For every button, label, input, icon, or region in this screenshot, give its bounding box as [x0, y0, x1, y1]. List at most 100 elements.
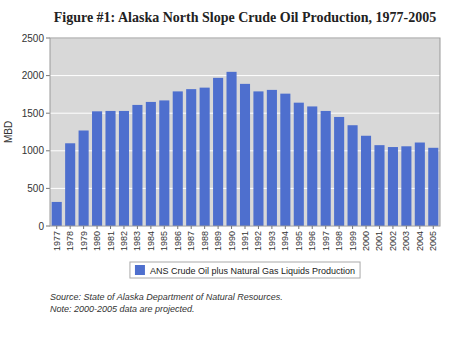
x-tick-label: 1983 — [132, 231, 142, 251]
y-tick — [46, 75, 50, 76]
x-tick — [150, 226, 151, 229]
x-tick — [406, 226, 407, 229]
x-tick — [164, 226, 165, 229]
legend: ANS Crude Oil plus Natural Gas Liquids P… — [130, 262, 360, 278]
x-tick — [204, 226, 205, 229]
x-tick-label: 1987 — [186, 231, 196, 251]
x-tick — [70, 226, 71, 229]
x-tick — [191, 226, 192, 229]
x-tick-label: 2003 — [401, 231, 411, 251]
y-axis-label: MBD — [3, 121, 14, 143]
bar — [200, 88, 210, 226]
x-tick-label: 1986 — [173, 231, 183, 251]
bar — [213, 78, 223, 226]
bar — [307, 106, 317, 226]
chart-container: Figure #1: Alaska North Slope Crude Oil … — [0, 0, 450, 338]
x-tick — [97, 226, 98, 229]
x-tick — [339, 226, 340, 229]
y-tick — [46, 38, 50, 39]
annotations: Source: State of Alaska Department of Na… — [50, 292, 283, 314]
x-tick-label: 1998 — [334, 231, 344, 251]
bar — [321, 111, 331, 226]
bar — [361, 136, 371, 226]
bar — [146, 102, 156, 226]
x-tick — [433, 226, 434, 229]
x-tick — [419, 226, 420, 229]
bar — [105, 111, 115, 226]
bar — [79, 130, 89, 226]
bar — [119, 111, 129, 226]
chart-svg: Figure #1: Alaska North Slope Crude Oil … — [0, 0, 450, 338]
y-tick — [46, 188, 50, 189]
x-tick — [218, 226, 219, 229]
x-tick — [245, 226, 246, 229]
y-tick-label: 1500 — [22, 108, 45, 119]
bar — [280, 94, 290, 226]
bar — [92, 111, 102, 226]
x-tick — [285, 226, 286, 229]
y-tick — [46, 113, 50, 114]
x-tick — [312, 226, 313, 229]
y-tick-label: 0 — [38, 221, 44, 232]
x-tick — [379, 226, 380, 229]
x-tick-label: 1990 — [227, 231, 237, 251]
chart-title: Figure #1: Alaska North Slope Crude Oil … — [54, 10, 437, 25]
y-tick-label: 2000 — [22, 70, 45, 81]
y-tick-label: 1000 — [22, 145, 45, 156]
x-tick — [352, 226, 353, 229]
x-tick — [231, 226, 232, 229]
x-tick-label: 1985 — [159, 231, 169, 251]
legend-swatch — [135, 265, 145, 275]
x-tick — [110, 226, 111, 229]
bar — [348, 125, 358, 226]
x-tick — [325, 226, 326, 229]
y-tick — [46, 150, 50, 151]
x-tick — [271, 226, 272, 229]
x-tick-label: 1984 — [146, 231, 156, 251]
x-tick-label: 1991 — [240, 231, 250, 251]
x-tick — [298, 226, 299, 229]
bar — [186, 89, 196, 226]
y-tick-label: 2500 — [22, 33, 45, 44]
x-tick-label: 2002 — [388, 231, 398, 251]
x-tick — [83, 226, 84, 229]
bar — [52, 202, 62, 226]
bar — [388, 147, 398, 226]
bar — [428, 148, 438, 226]
x-tick-label: 1999 — [348, 231, 358, 251]
x-tick-label: 1981 — [106, 231, 116, 251]
bar — [374, 145, 384, 226]
bar — [240, 84, 250, 226]
x-tick-label: 1994 — [280, 231, 290, 251]
x-tick — [392, 226, 393, 229]
bars — [52, 72, 439, 226]
bar — [132, 105, 142, 226]
bar — [227, 72, 237, 226]
x-tick-label: 1989 — [213, 231, 223, 251]
bar — [253, 91, 263, 226]
source-note: Source: State of Alaska Department of Na… — [50, 292, 283, 314]
bar — [159, 100, 169, 226]
x-tick — [177, 226, 178, 229]
x-tick-label: 1988 — [200, 231, 210, 251]
legend-label: ANS Crude Oil plus Natural Gas Liquids P… — [150, 266, 355, 276]
x-tick-label: 1982 — [119, 231, 129, 251]
legend-frame — [130, 262, 360, 278]
x-tick-label: 1978 — [65, 231, 75, 251]
x-tick-label: 1992 — [253, 231, 263, 251]
x-tick — [258, 226, 259, 229]
x-tick-label: 2004 — [415, 231, 425, 251]
bar — [65, 143, 75, 226]
plot-frame — [50, 38, 440, 226]
x-tick — [137, 226, 138, 229]
x-tick — [366, 226, 367, 229]
x-tick-label: 2000 — [361, 231, 371, 251]
grid — [50, 38, 440, 226]
bar — [415, 143, 425, 226]
bar — [334, 117, 344, 226]
x-tick-label: 1995 — [294, 231, 304, 251]
x-tick-label: 1997 — [321, 231, 331, 251]
bar — [401, 146, 411, 226]
y-tick — [46, 226, 50, 227]
x-tick-label: 1977 — [52, 231, 62, 251]
